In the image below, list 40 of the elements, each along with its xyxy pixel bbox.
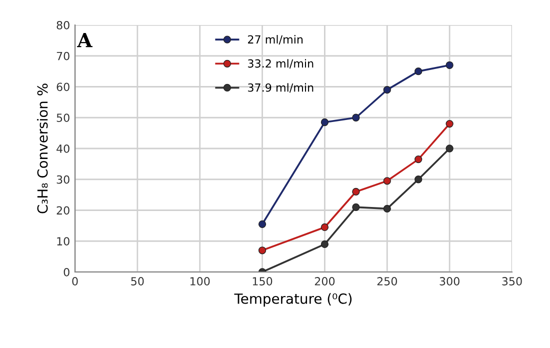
x-tick-label: 350 bbox=[502, 277, 522, 286]
legend-label: 33.2 ml/min bbox=[248, 59, 314, 69]
y-tick-label: 10 bbox=[57, 237, 70, 246]
y-tick-label: 70 bbox=[56, 52, 70, 60]
point bbox=[446, 144, 454, 152]
annotation: A bbox=[77, 33, 92, 48]
y-tick-label: 80 bbox=[56, 20, 70, 30]
y-tick-label: 40 bbox=[56, 144, 70, 153]
x-tick-label: 0 bbox=[72, 277, 78, 286]
point bbox=[446, 61, 454, 69]
x-tick-label: 50 bbox=[131, 277, 144, 286]
point bbox=[414, 176, 422, 184]
x-tick-label: 300 bbox=[440, 277, 460, 286]
point bbox=[352, 188, 360, 196]
y-tick-label: 30 bbox=[56, 175, 70, 184]
point bbox=[446, 120, 454, 128]
point bbox=[352, 114, 360, 122]
point bbox=[320, 223, 329, 232]
x-tick-label: 150 bbox=[252, 277, 272, 286]
legend-label: 27 ml/min bbox=[248, 35, 303, 44]
y-tick-label: 20 bbox=[56, 206, 70, 215]
point bbox=[383, 177, 391, 185]
x-axis-title: Temperature (⁰C) bbox=[234, 293, 352, 307]
point bbox=[414, 67, 422, 76]
y-tick-label: 50 bbox=[56, 114, 70, 122]
x-tick-label: 100 bbox=[190, 277, 210, 286]
point bbox=[320, 118, 329, 126]
point bbox=[383, 204, 391, 213]
y-axis-title: C₃H₈ Conversion % bbox=[37, 84, 48, 214]
y-tick-label: 0 bbox=[64, 268, 70, 276]
point bbox=[320, 240, 329, 248]
x-tick-label: 200 bbox=[314, 277, 335, 286]
point bbox=[383, 86, 391, 94]
point bbox=[258, 220, 266, 228]
point bbox=[258, 246, 266, 254]
point bbox=[352, 203, 360, 211]
y-tick-label: 60 bbox=[56, 82, 70, 92]
x-tick-label: 250 bbox=[377, 277, 398, 286]
point bbox=[414, 155, 422, 164]
legend-label: 37.9 ml/min bbox=[248, 83, 314, 93]
